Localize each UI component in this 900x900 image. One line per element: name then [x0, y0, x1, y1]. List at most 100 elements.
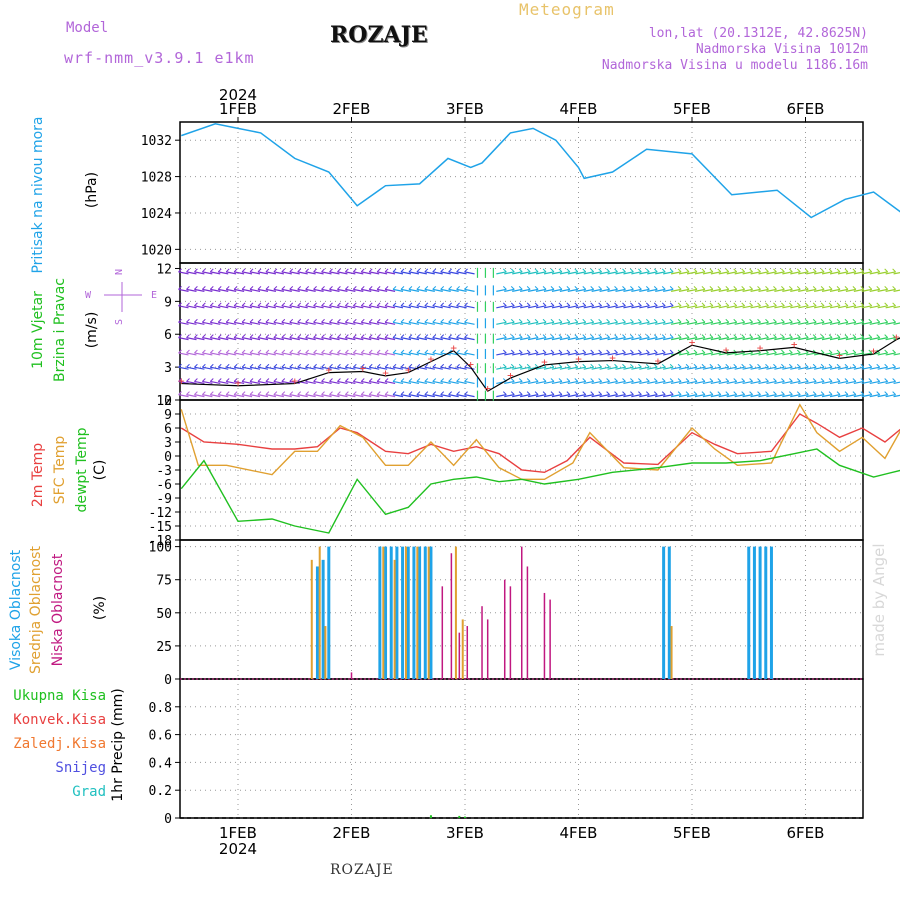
wind-barb-head [725, 318, 730, 323]
wind-barb [583, 380, 594, 385]
wind-barb-head [178, 268, 182, 273]
wind-barb-head [638, 363, 642, 368]
wind-barb [432, 305, 443, 309]
wind-barb [456, 380, 467, 385]
wind-barb-head [757, 318, 761, 323]
wind-barb [297, 366, 308, 370]
wind-barb [774, 271, 785, 275]
wind-barb-head [249, 286, 254, 290]
wind-barb-head [582, 391, 587, 395]
wind-barb [678, 394, 690, 398]
wind-barb [408, 271, 420, 275]
wind-barb [369, 271, 380, 275]
wind-barb [647, 305, 658, 309]
wind-barb-head [542, 286, 547, 290]
wind-barb [329, 271, 340, 275]
wind-barb-head [408, 378, 413, 382]
wind-barb [321, 271, 332, 275]
wind-barb-head [773, 286, 777, 290]
wind-barb-head [337, 268, 341, 273]
wind-barb-head [225, 363, 230, 368]
wind-barb-head [860, 318, 865, 323]
wind-barb-head [392, 349, 397, 354]
wind-barb-head [773, 334, 777, 338]
wind-barb [408, 337, 420, 341]
wind-barb-head [781, 318, 785, 323]
wind-barb-head [582, 286, 587, 290]
wind-barb [186, 394, 197, 398]
wind-barb-head [844, 268, 849, 273]
wind-barb [782, 352, 793, 356]
cloud-high-bar [662, 546, 666, 679]
cloud-low-bar [486, 619, 489, 679]
wind-barb [885, 305, 896, 309]
pressure-unit: (hPa) [84, 172, 100, 208]
wind-barb-head [661, 318, 666, 323]
wind-barb [249, 380, 261, 385]
wind-barb [599, 321, 610, 325]
wind-barb [392, 380, 404, 385]
wind-barb-head [281, 302, 286, 307]
wind-barb-head [305, 318, 309, 323]
wind-barb-head [598, 334, 603, 338]
wind-barb [512, 321, 523, 325]
wind-barb [678, 352, 690, 356]
wind-barb [551, 321, 563, 325]
wind-barb [257, 288, 269, 292]
wind-barb [583, 337, 594, 341]
wind-barb [567, 366, 578, 370]
wind-barb-head [598, 363, 603, 368]
wind-barb [678, 288, 690, 292]
wind-barb-head [812, 286, 817, 290]
wind-barb-head [622, 302, 626, 307]
wind-barb [869, 380, 880, 385]
wind-barb [202, 321, 213, 325]
wind-barb-head [424, 286, 429, 290]
wind-barb-head [305, 363, 309, 368]
wind-barb [829, 305, 841, 309]
wind-barb [591, 321, 602, 325]
cloud-ylabel-high: Visoka Oblacnost [8, 549, 24, 670]
wind-barb [265, 321, 277, 325]
wind-barb-head [677, 363, 682, 368]
wind-barb-head [225, 378, 230, 382]
wind-barb-head [653, 334, 658, 338]
wind-barb-head [574, 363, 579, 368]
wind-barb [369, 305, 380, 309]
wind-barb [591, 380, 602, 385]
wind-barb-head [384, 334, 389, 338]
wind-barb [543, 394, 555, 398]
wind-barb-head [352, 286, 357, 290]
wind-barb-head [741, 286, 746, 290]
wind-barb-head [788, 378, 793, 382]
wind-barb-head [249, 378, 254, 382]
wind-barb-head [416, 286, 421, 290]
wind-barb-head [868, 363, 873, 368]
wind-barb-head [773, 349, 777, 354]
wind-barb [520, 366, 531, 370]
wind-barb [178, 366, 189, 370]
wind-barb-head [645, 349, 650, 354]
wind-barb [392, 271, 404, 275]
wind-barb [869, 271, 880, 275]
wind-barb-head [781, 391, 785, 395]
wind-barb-head [844, 363, 849, 368]
wind-barb [829, 380, 841, 385]
wind-barb-head [392, 268, 397, 273]
wind-barb-head [876, 391, 881, 395]
wind-barb-head [558, 318, 563, 323]
wind-barb-head [868, 302, 873, 307]
wind-barb [750, 352, 761, 356]
wind-barb [853, 305, 864, 309]
wind-barb [543, 321, 555, 325]
cloud-mid-bar [670, 626, 673, 679]
wind-barb-head [313, 349, 317, 354]
wind-barb [647, 366, 658, 370]
wind-barb-head [749, 318, 753, 323]
wind-barb-head [582, 334, 587, 338]
wind-barb [400, 337, 412, 341]
wind-barb [440, 288, 451, 292]
wind-barb [257, 366, 269, 370]
wind-barb [432, 366, 443, 370]
wind-barb-head [852, 268, 857, 273]
